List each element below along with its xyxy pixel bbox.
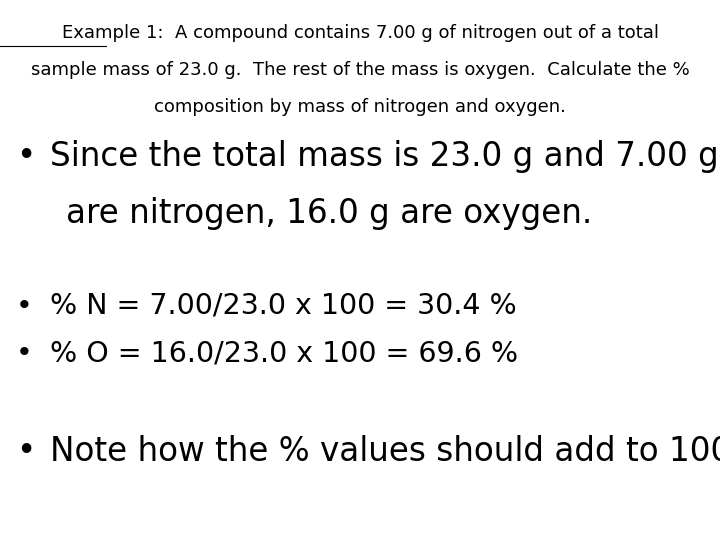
Text: •: • bbox=[16, 140, 35, 173]
Text: % N = 7.00/23.0 x 100 = 30.4 %: % N = 7.00/23.0 x 100 = 30.4 % bbox=[50, 292, 517, 320]
Text: Note how the % values should add to 100%: Note how the % values should add to 100% bbox=[50, 435, 720, 468]
Text: composition by mass of nitrogen and oxygen.: composition by mass of nitrogen and oxyg… bbox=[154, 98, 566, 116]
Text: % O = 16.0/23.0 x 100 = 69.6 %: % O = 16.0/23.0 x 100 = 69.6 % bbox=[50, 339, 518, 367]
Text: •: • bbox=[16, 292, 32, 320]
Text: are nitrogen, 16.0 g are oxygen.: are nitrogen, 16.0 g are oxygen. bbox=[66, 197, 593, 230]
Text: sample mass of 23.0 g.  The rest of the mass is oxygen.  Calculate the %: sample mass of 23.0 g. The rest of the m… bbox=[31, 61, 689, 79]
Text: Since the total mass is 23.0 g and 7.00 g of this: Since the total mass is 23.0 g and 7.00 … bbox=[50, 140, 720, 173]
Text: •: • bbox=[16, 435, 35, 468]
Text: Example 1:  A compound contains 7.00 g of nitrogen out of a total: Example 1: A compound contains 7.00 g of… bbox=[61, 24, 659, 42]
Text: •: • bbox=[16, 339, 32, 367]
